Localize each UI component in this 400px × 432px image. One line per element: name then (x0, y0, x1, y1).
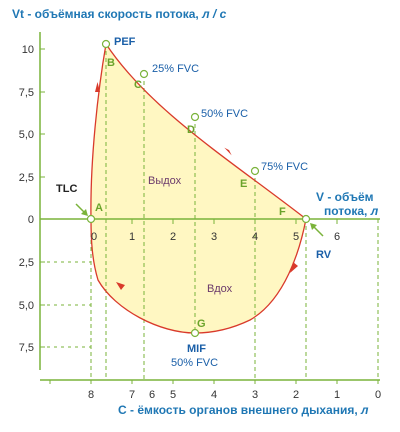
c-tick-3: 3 (252, 389, 258, 401)
rv-arrow-icon (310, 223, 317, 230)
arrow-down-left-icon (290, 262, 298, 273)
x-tick-0: 0 (91, 231, 97, 243)
bottom-axis-title: С - ёмкость органов внешнего дыхания, л (118, 403, 369, 417)
point-d (190, 112, 200, 122)
c-tick-6: 6 (149, 389, 155, 401)
mif-label: MIF (187, 343, 206, 355)
y-tick-7-5: 7,5 (19, 87, 34, 99)
reference-lines (90, 44, 379, 380)
x-axis-title-line2: потока, л (324, 204, 379, 218)
c-tick-2: 2 (293, 389, 299, 401)
bottom-axis-ticks (49, 380, 379, 384)
x-tick-5: 5 (293, 231, 299, 243)
x-tick-3: 3 (211, 231, 217, 243)
key-points (86, 39, 311, 338)
y-tick-neg-2-5: 2,5 (19, 257, 34, 269)
arrow-down-right-icon (224, 147, 232, 156)
letter-f: F (279, 206, 286, 218)
y-tick-neg-5: 5,0 (19, 300, 34, 312)
letter-g: G (197, 318, 206, 330)
point-g-mif (190, 328, 200, 338)
tlc-label: TLC (56, 183, 77, 195)
x-axis-title-line1: V - объём (316, 190, 374, 204)
letter-c: C (134, 79, 142, 91)
letter-e: E (240, 178, 247, 190)
rv-label: RV (316, 249, 332, 261)
pef-label: PEF (114, 36, 136, 48)
letter-d: D (187, 124, 195, 136)
letter-b: B (107, 57, 115, 69)
c-tick-4: 4 (211, 389, 217, 401)
c-tick-1: 1 (334, 389, 340, 401)
green-arrows (75, 203, 324, 237)
x-tick-6: 6 (334, 231, 340, 243)
y-tick-2-5: 2,5 (19, 172, 34, 184)
point-e (250, 166, 260, 176)
c-tick-8: 8 (88, 389, 94, 401)
c-tick-0: 0 (375, 389, 381, 401)
x-tick-1: 1 (129, 231, 135, 243)
x-tick-2: 2 (170, 231, 176, 243)
fvc-75-label: 75% FVC (261, 161, 308, 173)
y-tick-neg-7-5: 7,5 (19, 342, 34, 354)
tlc-arrow-icon (81, 209, 88, 216)
fvc-25-label: 25% FVC (152, 63, 199, 75)
c-tick-7: 7 (129, 389, 135, 401)
fvc-50-label: 50% FVC (201, 108, 248, 120)
y-tick-0: 0 (28, 214, 34, 226)
negative-gridlines (40, 261, 91, 348)
inhale-label: Вдох (207, 283, 233, 295)
point-a (86, 214, 96, 224)
y-axis-ticks (40, 48, 45, 348)
flow-volume-loop-fill (90, 44, 306, 333)
point-b-pef (101, 39, 111, 49)
y-tick-10: 10 (22, 44, 34, 56)
point-f-rv (301, 214, 311, 224)
y-axis-title: Vt - объёмная скорость потока, л / с (12, 7, 227, 21)
letter-a: A (95, 202, 103, 214)
direction-arrows (95, 82, 298, 290)
exhale-label: Выдох (148, 175, 182, 187)
arrow-up-left-icon (116, 282, 125, 290)
mif-fvc-label: 50% FVC (171, 357, 218, 369)
arrow-up-icon (95, 82, 100, 92)
y-tick-5: 5,0 (19, 129, 34, 141)
x-tick-4: 4 (252, 231, 258, 243)
c-tick-5: 5 (170, 389, 176, 401)
point-c (139, 69, 149, 79)
